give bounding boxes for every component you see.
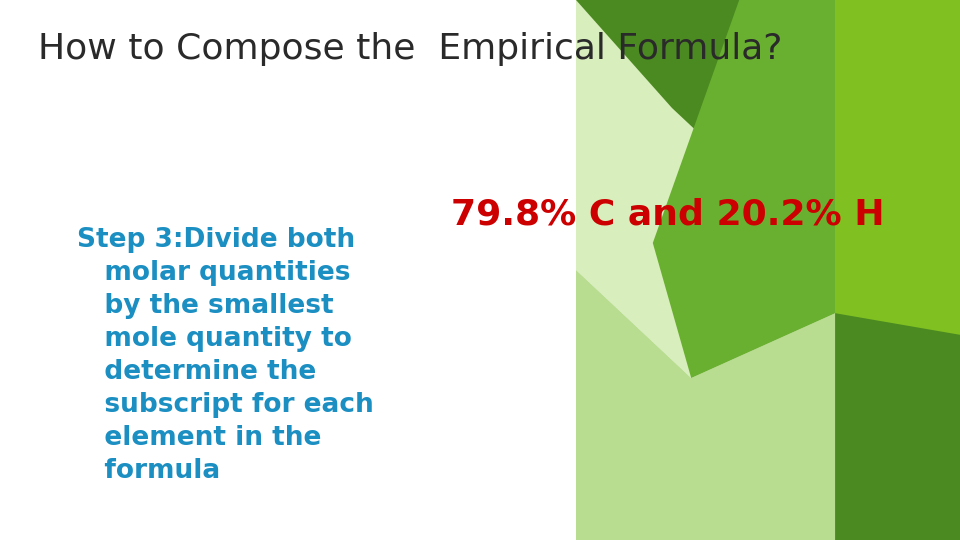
Polygon shape — [576, 270, 835, 540]
Polygon shape — [835, 0, 960, 540]
Text: 79.8% C and 20.2% H: 79.8% C and 20.2% H — [451, 197, 885, 231]
Polygon shape — [835, 313, 960, 540]
Polygon shape — [653, 0, 835, 378]
Polygon shape — [576, 0, 835, 378]
Text: How to Compose the  Empirical Formula?: How to Compose the Empirical Formula? — [38, 32, 782, 66]
Polygon shape — [576, 0, 960, 335]
Text: Step 3:Divide both
   molar quantities
   by the smallest
   mole quantity to
  : Step 3:Divide both molar quantities by t… — [77, 227, 373, 484]
